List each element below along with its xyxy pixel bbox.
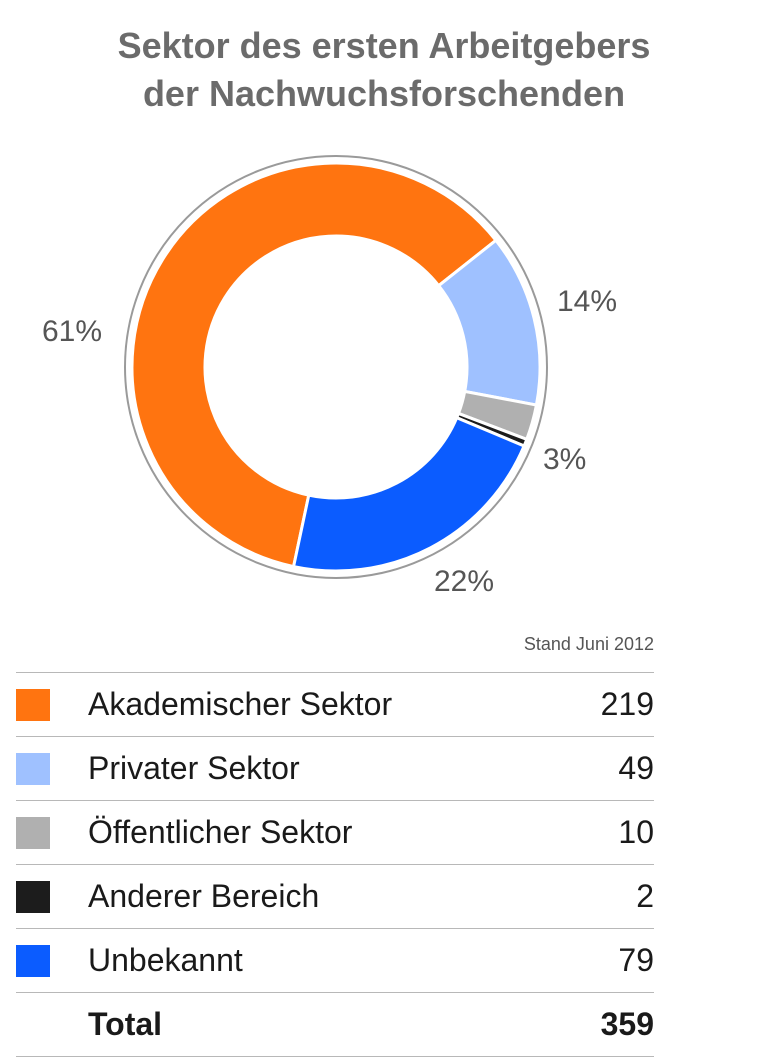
legend-row-unbekannt: Unbekannt 79 (16, 929, 654, 993)
legend-label-unbekannt: Unbekannt (88, 942, 243, 978)
legend-swatch-privater-sektor (16, 753, 50, 785)
legend-table: Akademischer Sektor 219 Privater Sektor … (16, 672, 654, 1057)
legend-value-akademischer-sektor: 219 (600, 686, 654, 722)
legend-swatch-anderer-bereich (16, 881, 50, 913)
legend-value-unbekannt: 79 (618, 942, 654, 978)
chart-title: Sektor des ersten Arbeitgebers der Nachw… (0, 22, 768, 118)
legend-row-total: Total 359 (16, 993, 654, 1057)
legend-value-privater-sektor: 49 (618, 750, 654, 786)
total-label: Total (88, 1006, 163, 1042)
donut-outer-ring (124, 155, 548, 579)
chart-title-line-2: der Nachwuchsforschenden (142, 73, 626, 114)
total-value: 359 (600, 1006, 654, 1042)
legend-label-anderer-bereich: Anderer Bereich (88, 878, 320, 914)
legend-value-anderer-bereich: 2 (636, 878, 654, 914)
donut-chart (124, 155, 548, 579)
legend-row-oeffentlicher-sektor: Öffentlicher Sektor 10 (16, 801, 654, 865)
legend-swatch-oeffentlicher-sektor (16, 817, 50, 849)
legend-swatch-akademischer-sektor (16, 689, 50, 721)
legend-label-oeffentlicher-sektor: Öffentlicher Sektor (88, 814, 353, 850)
legend-value-oeffentlicher-sektor: 10 (618, 814, 654, 850)
percent-label-privater-sektor: 14% (557, 285, 618, 318)
legend-row-anderer-bereich: Anderer Bereich 2 (16, 865, 654, 929)
legend-row-privater-sektor: Privater Sektor 49 (16, 737, 654, 801)
percent-label-akademischer-sektor: 61% (42, 315, 103, 348)
legend-row-akademischer-sektor: Akademischer Sektor 219 (16, 673, 654, 737)
percent-label-oeffentlicher-sektor: 3% (543, 443, 587, 476)
donut-slice-unbekannt (291, 415, 527, 573)
percent-label-unbekannt: 22% (434, 565, 495, 598)
legend-label-privater-sektor: Privater Sektor (88, 750, 300, 786)
donut-slice-akademischer-sektor (130, 161, 499, 569)
chart-title-line-1: Sektor des ersten Arbeitgebers (117, 25, 651, 66)
legend-label-akademischer-sektor: Akademischer Sektor (88, 686, 393, 722)
stand-note: Stand Juni 2012 (523, 634, 654, 654)
legend-swatch-unbekannt (16, 945, 50, 977)
